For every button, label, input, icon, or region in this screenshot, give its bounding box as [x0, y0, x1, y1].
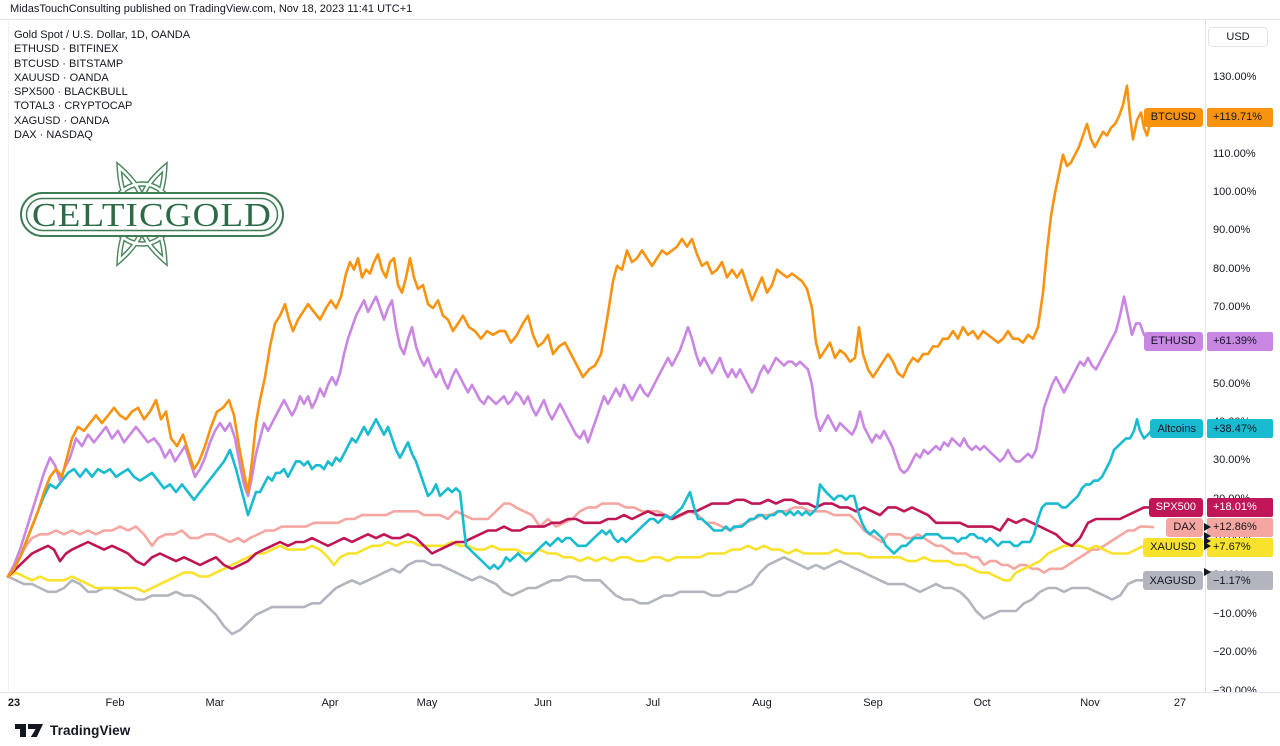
footer: TradingView: [0, 714, 1280, 746]
time-axis[interactable]: 23 Feb Mar Apr May Jun Jul Aug Sep Oct Nov 27: [0, 692, 1280, 715]
symbol-legend-row: Gold Spot / U.S. Dollar, 1D, OANDA: [14, 29, 191, 41]
currency-scale-button[interactable]: USD: [1208, 27, 1268, 47]
series-line-btcusd: [6, 84, 1155, 578]
time-axis-tick: 23: [7, 697, 21, 709]
time-axis-tick: Oct: [973, 697, 991, 709]
series-line-ethusd: [6, 295, 1155, 578]
price-axis-tick: 110.00%: [1213, 147, 1256, 160]
symbol-legend: Gold Spot / U.S. Dollar, 1D, OANDA ETHUSD…: [14, 28, 190, 142]
price-axis-tick: 50.00%: [1213, 377, 1251, 390]
series-line-dax: [6, 502, 1155, 578]
celticgold-logo: CELTICGOLD: [14, 148, 294, 291]
publish-bar: MidasTouchConsulting published on Tradin…: [0, 0, 1280, 20]
series-value-badge-xauusd: +7.67%: [1207, 537, 1273, 557]
series-value-badge-ethusd: +61.39%: [1207, 331, 1273, 351]
series-line-spx500: [6, 498, 1155, 578]
celtic-knot-icon: CELTICGOLD: [20, 160, 284, 268]
price-axis-border: [1205, 20, 1206, 713]
publish-text: MidasTouchConsulting published on Tradin…: [10, 3, 413, 15]
series-name-badge-ethusd: ETHUSD: [1143, 331, 1203, 351]
time-axis-tick: Sep: [863, 697, 883, 709]
price-axis-tick: 130.00%: [1213, 71, 1257, 83]
tradingview-logo-icon[interactable]: [14, 722, 44, 739]
time-axis-tick: Jul: [645, 697, 661, 709]
time-axis-tick: Apr: [321, 697, 339, 709]
series-name-badge-spx500: SPX500: [1148, 497, 1203, 517]
axis-collision-arrow-icon: [1204, 567, 1211, 576]
series-line-xauusd: [6, 540, 1155, 594]
symbol-legend-row: BTCUSD · BITSTAMP: [14, 57, 124, 70]
series-line-xagusd: [6, 555, 1155, 636]
symbol-legend-row: SPX500 · BLACKBULL: [14, 86, 128, 99]
symbol-legend-row: DAX · NASDAQ: [14, 129, 93, 142]
price-axis-tick: −20.00%: [1213, 646, 1257, 659]
price-axis-tick: 70.00%: [1213, 301, 1251, 314]
symbol-legend-row: TOTAL3 · CRYPTOCAP: [14, 100, 133, 113]
series-name-badge-xauusd: XAUUSD: [1143, 537, 1203, 557]
price-axis-tick: 100.00%: [1213, 186, 1257, 199]
time-axis-tick: Mar: [205, 697, 225, 709]
series-name-badge-btcusd: BTCUSD: [1143, 107, 1203, 127]
axis-collision-arrow-icon: [1204, 537, 1211, 546]
time-axis-tick: Nov: [1080, 697, 1100, 709]
price-axis-tick: −10.00%: [1213, 607, 1257, 620]
series-name-badge-dax: DAX: [1166, 517, 1203, 537]
series-value-badge-dax: +12.86%: [1207, 517, 1273, 537]
time-axis-tick: Feb: [105, 697, 125, 709]
axis-collision-arrow-icon: [1204, 542, 1211, 551]
series-value-badge-btcusd: +119.71%: [1207, 107, 1273, 127]
celticgold-wordmark: CELTICGOLD: [32, 197, 272, 234]
series-name-badge-xagusd: XAGUSD: [1142, 571, 1203, 591]
series-value-badge-spx500: +18.01%: [1207, 497, 1273, 517]
symbol-legend-row: XAGUSD · OANDA: [14, 114, 110, 127]
tradingview-brand[interactable]: TradingView: [50, 722, 131, 738]
price-axis-tick: 80.00%: [1213, 262, 1251, 275]
time-axis-tick: 27: [1173, 697, 1187, 709]
symbol-legend-row: XAUUSD · OANDA: [14, 71, 109, 84]
axis-collision-arrow-icon: [1204, 532, 1211, 541]
time-axis-tick: Aug: [752, 697, 772, 709]
price-axis-tick: 90.00%: [1213, 224, 1251, 237]
axis-collision-arrow-icon: [1204, 523, 1211, 531]
time-axis-tick: May: [416, 697, 438, 709]
price-axis-tick: 30.00%: [1213, 454, 1251, 467]
time-axis-tick: Jun: [534, 697, 552, 709]
price-series-plot[interactable]: [0, 20, 1280, 692]
plot-left-border: [8, 20, 9, 692]
chart-pane[interactable]: Gold Spot / U.S. Dollar, 1D, OANDA ETHUSD…: [0, 20, 1280, 697]
series-value-badge-xagusd: −1.17%: [1207, 571, 1273, 591]
series-value-badge-altcoins: +38.47%: [1207, 419, 1273, 439]
series-name-badge-altcoins: Altcoins: [1150, 419, 1203, 439]
series-line-altcoins: [6, 417, 1155, 578]
symbol-legend-row: ETHUSD · BITFINEX: [14, 43, 119, 56]
